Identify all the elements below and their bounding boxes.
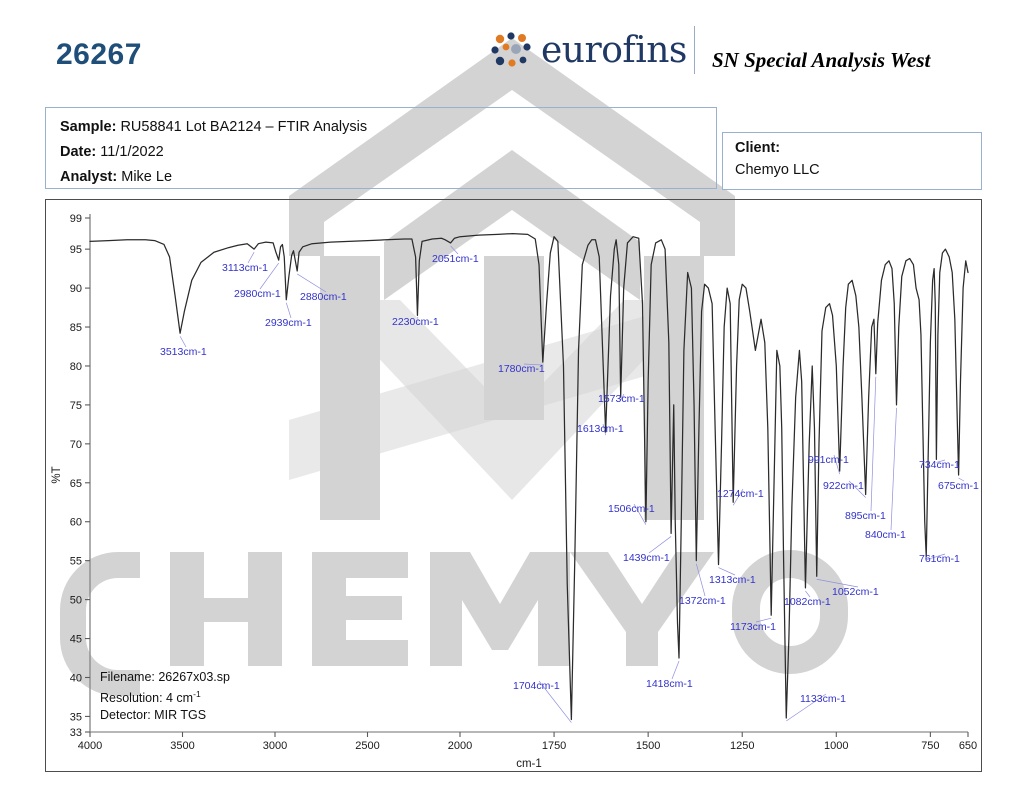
resolution-exponent: -1 <box>193 689 201 699</box>
eurofins-wordmark: eurofins <box>541 30 687 71</box>
detector-line: Detector: MIR TGS <box>100 708 207 723</box>
client-label: Client: <box>735 140 781 156</box>
filename-line: Filename: 26267x03.sp <box>100 670 230 684</box>
eurofins-molecule-icon <box>491 32 531 67</box>
logo-divider <box>694 26 695 74</box>
analyst-label: Analyst: <box>60 169 118 185</box>
sample-info-box: Sample: RU58841 Lot BA2124 – FTIR Analys… <box>45 107 717 189</box>
date-line: Date: 11/1/2022 <box>60 144 164 160</box>
date-label: Date: <box>60 144 97 160</box>
report-header: 26267 eurofins SN Special Analysis West <box>0 0 1024 92</box>
analyst-value: Mike Le <box>121 169 173 185</box>
acquisition-info: Filename: 26267x03.sp Resolution: 4 cm-1… <box>100 669 230 724</box>
client-info-box: Client: Chemyo LLC <box>722 132 982 190</box>
sample-line: Sample: RU58841 Lot BA2124 – FTIR Analys… <box>60 119 367 135</box>
eurofins-logo: eurofins <box>489 28 687 74</box>
resolution-line: Resolution: 4 cm-1 <box>100 686 230 707</box>
division-name: SN Special Analysis West <box>712 48 931 72</box>
date-value: 11/1/2022 <box>100 144 164 160</box>
sample-label: Sample: <box>60 119 117 135</box>
report-number: 26267 <box>56 38 142 71</box>
client-value: Chemyo LLC <box>735 162 820 178</box>
sample-value: RU58841 Lot BA2124 – FTIR Analysis <box>120 119 368 135</box>
analyst-line: Analyst: Mike Le <box>60 169 172 185</box>
resolution-text: Resolution: 4 cm <box>100 691 194 706</box>
